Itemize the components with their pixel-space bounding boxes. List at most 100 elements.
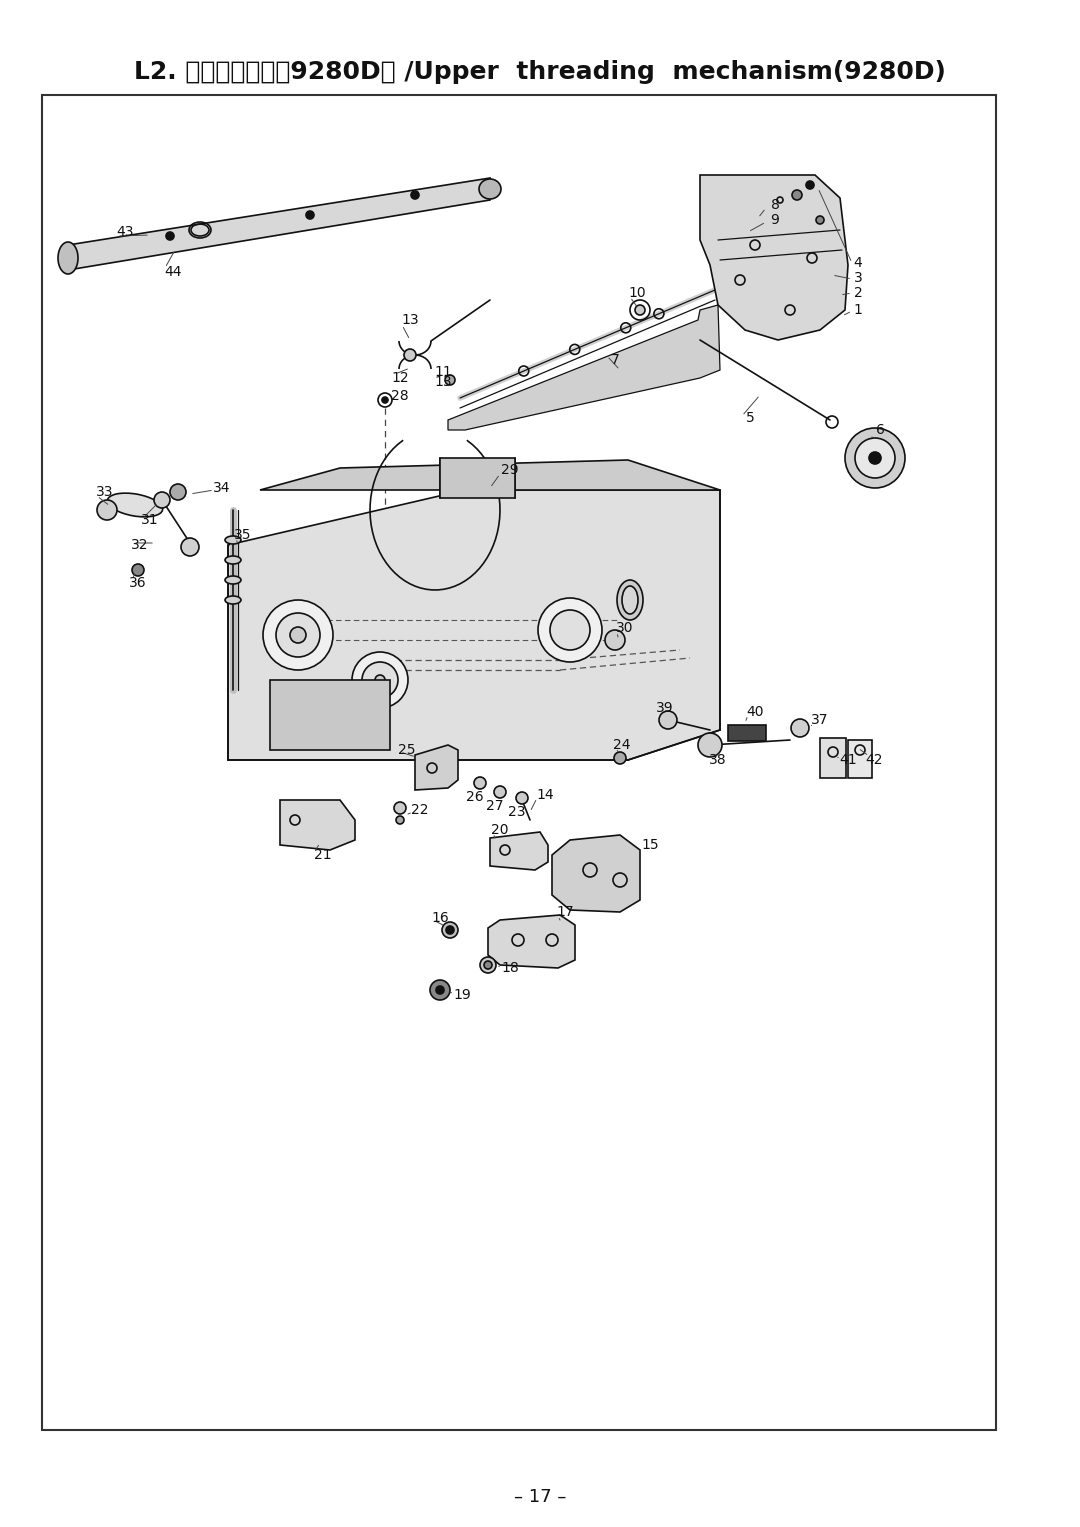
Text: 11: 11 <box>434 365 451 379</box>
Text: 3: 3 <box>853 270 862 286</box>
Circle shape <box>635 305 645 315</box>
Bar <box>270 680 390 750</box>
Text: 13: 13 <box>434 376 451 389</box>
Circle shape <box>396 815 404 825</box>
Circle shape <box>276 612 320 657</box>
Ellipse shape <box>225 576 241 583</box>
Text: – 17 –: – 17 – <box>514 1487 566 1506</box>
Polygon shape <box>228 490 720 760</box>
Text: 20: 20 <box>491 823 509 837</box>
Circle shape <box>792 189 802 200</box>
Circle shape <box>845 428 905 489</box>
Text: 12: 12 <box>391 371 409 385</box>
Text: 14: 14 <box>536 788 554 802</box>
Text: 8: 8 <box>770 199 780 212</box>
Circle shape <box>430 980 450 1000</box>
Text: 9: 9 <box>770 212 780 228</box>
Text: 18: 18 <box>501 960 518 976</box>
Circle shape <box>132 563 144 576</box>
Bar <box>440 458 515 498</box>
Text: 25: 25 <box>399 744 416 757</box>
Circle shape <box>154 492 170 508</box>
Text: 29: 29 <box>501 463 518 476</box>
Circle shape <box>264 600 333 670</box>
Polygon shape <box>490 832 548 870</box>
Circle shape <box>516 793 528 805</box>
Bar <box>820 738 846 777</box>
Polygon shape <box>488 915 575 968</box>
Circle shape <box>791 719 809 738</box>
Circle shape <box>306 211 314 218</box>
Text: 17: 17 <box>556 906 573 919</box>
Circle shape <box>806 182 814 189</box>
Text: 21: 21 <box>314 847 332 863</box>
Text: 23: 23 <box>509 805 526 818</box>
Circle shape <box>484 960 492 970</box>
Circle shape <box>605 631 625 651</box>
Ellipse shape <box>225 596 241 605</box>
Circle shape <box>352 652 408 709</box>
Bar <box>728 725 766 741</box>
Text: 40: 40 <box>746 705 764 719</box>
Text: 7: 7 <box>610 353 619 366</box>
Circle shape <box>494 786 507 799</box>
Circle shape <box>97 499 117 521</box>
Text: 38: 38 <box>710 753 727 767</box>
Bar <box>42 95 996 1429</box>
Text: 44: 44 <box>164 266 181 279</box>
Polygon shape <box>260 460 720 490</box>
Text: 6: 6 <box>876 423 885 437</box>
Text: 24: 24 <box>613 738 631 751</box>
Text: 39: 39 <box>657 701 674 715</box>
Circle shape <box>436 986 444 994</box>
Circle shape <box>480 957 496 973</box>
Polygon shape <box>68 179 490 270</box>
Circle shape <box>538 599 602 663</box>
Circle shape <box>362 663 399 698</box>
Text: 2: 2 <box>853 286 862 299</box>
Text: 15: 15 <box>642 838 659 852</box>
Circle shape <box>411 191 419 199</box>
Text: L2. 上线过线部件（9280D） /Upper  threading  mechanism(9280D): L2. 上线过线部件（9280D） /Upper threading mecha… <box>134 60 946 84</box>
Text: 16: 16 <box>431 912 449 925</box>
Circle shape <box>404 350 416 360</box>
Text: 13: 13 <box>401 313 419 327</box>
Text: 37: 37 <box>811 713 828 727</box>
Circle shape <box>375 675 384 686</box>
Text: 32: 32 <box>132 538 149 551</box>
Circle shape <box>855 438 895 478</box>
Polygon shape <box>280 800 355 851</box>
Text: 34: 34 <box>213 481 231 495</box>
Text: 36: 36 <box>130 576 147 589</box>
Text: 1: 1 <box>853 302 863 318</box>
Bar <box>848 741 872 777</box>
Text: 22: 22 <box>411 803 429 817</box>
Ellipse shape <box>225 536 241 544</box>
Polygon shape <box>448 305 720 431</box>
Text: 19: 19 <box>454 988 471 1002</box>
Ellipse shape <box>480 179 501 199</box>
Text: 10: 10 <box>629 286 646 299</box>
Text: 33: 33 <box>96 486 113 499</box>
Ellipse shape <box>622 586 638 614</box>
Text: 31: 31 <box>141 513 159 527</box>
Circle shape <box>474 777 486 789</box>
Circle shape <box>698 733 723 757</box>
Circle shape <box>816 215 824 224</box>
Circle shape <box>166 232 174 240</box>
Text: 28: 28 <box>391 389 409 403</box>
Polygon shape <box>552 835 640 912</box>
Circle shape <box>394 802 406 814</box>
Circle shape <box>615 751 626 764</box>
Text: 41: 41 <box>839 753 856 767</box>
Circle shape <box>382 397 388 403</box>
Text: 43: 43 <box>117 224 134 240</box>
Circle shape <box>445 376 455 385</box>
Circle shape <box>442 922 458 938</box>
Text: 27: 27 <box>486 799 503 812</box>
Text: 4: 4 <box>853 257 862 270</box>
Polygon shape <box>700 176 848 341</box>
Text: 26: 26 <box>467 789 484 805</box>
Ellipse shape <box>617 580 643 620</box>
Text: 5: 5 <box>745 411 754 425</box>
